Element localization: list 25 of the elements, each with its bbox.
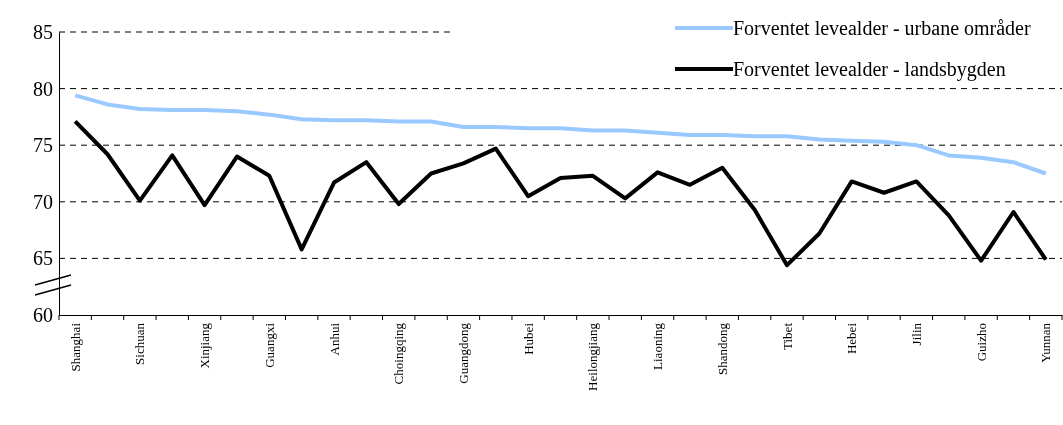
x-tick-label: Hebei <box>844 322 860 355</box>
y-tick-label: 65 <box>33 247 53 270</box>
x-tick-label: Yunnan <box>1038 322 1054 363</box>
y-tick-label: 70 <box>33 190 53 213</box>
x-tick-label: Heilongjiang <box>585 322 601 391</box>
y-tick-label: 85 <box>33 20 53 43</box>
x-tick-label: Guangxi <box>261 322 277 368</box>
legend-label: Forventet levealder - urbane områder <box>733 17 1031 39</box>
x-tick-label: Xinjiang <box>197 322 213 369</box>
x-tick-label: Jilin <box>908 322 924 346</box>
y-tick-label: 75 <box>33 134 53 157</box>
x-tick-label: Liaoning <box>650 322 666 370</box>
x-tick-label: Shanghai <box>67 322 83 372</box>
y-tick-label: 60 <box>33 303 53 326</box>
x-tick-label: Guangdong <box>455 322 471 384</box>
x-tick-label: Guizho <box>973 323 989 362</box>
line-series <box>73 93 1048 176</box>
x-tick-label: Shandong <box>714 322 730 375</box>
y-tick-label: 80 <box>33 77 53 100</box>
x-tick-label: Choingqing <box>391 322 407 385</box>
x-tick-label: Hubei <box>520 322 536 355</box>
x-tick-label: Anhui <box>326 322 342 356</box>
x-tick-label: Sichuan <box>132 322 148 365</box>
legend-label: Forventet levealder - landsbygden <box>733 58 1006 81</box>
x-tick-label: Tibet <box>779 322 795 350</box>
